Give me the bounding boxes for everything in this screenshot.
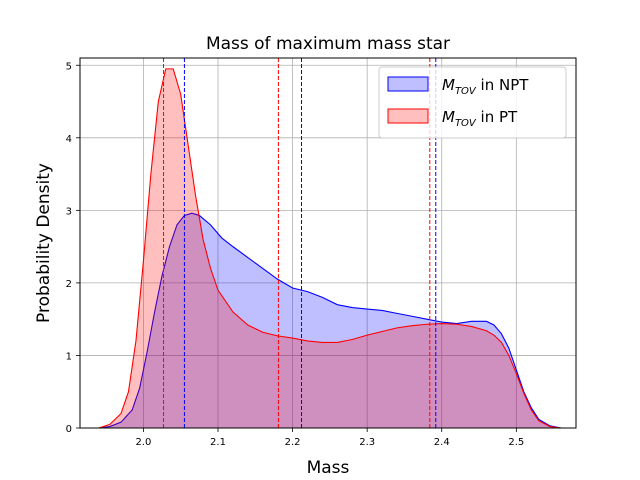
density-line-npt bbox=[98, 212, 562, 429]
x-tick-label: 2.4 bbox=[434, 437, 450, 448]
legend-swatch-pt bbox=[387, 108, 429, 124]
y-axis-ticks: 0 1 2 3 4 5 bbox=[66, 61, 80, 435]
legend-label-pt: MTOV in PT bbox=[442, 108, 518, 129]
y-tick-label: 2 bbox=[66, 279, 72, 290]
legend-label-npt: MTOV in NPT bbox=[442, 76, 529, 97]
legend-frame bbox=[378, 66, 567, 139]
density-fill-npt bbox=[98, 213, 562, 428]
legend-swatch-npt bbox=[387, 76, 429, 92]
density-fill-pt bbox=[98, 68, 562, 428]
x-tick-label: 2.5 bbox=[508, 437, 524, 448]
density-line-pt bbox=[98, 68, 562, 429]
legend-symbol: M bbox=[442, 108, 455, 126]
density-areas bbox=[98, 68, 562, 429]
legend: MTOV in NPT MTOV in PT bbox=[378, 66, 567, 139]
x-tick-label: 2.0 bbox=[135, 437, 151, 448]
y-tick-label: 4 bbox=[66, 134, 72, 145]
y-tick-label: 3 bbox=[66, 206, 72, 217]
x-tick-label: 2.3 bbox=[359, 437, 375, 448]
y-axis-title: Probability Density bbox=[34, 163, 54, 323]
y-tick-label: 0 bbox=[66, 424, 72, 435]
legend-subscript: TOV bbox=[455, 118, 477, 129]
x-tick-label: 2.1 bbox=[210, 437, 226, 448]
legend-suffix: in NPT bbox=[476, 76, 529, 94]
legend-symbol: M bbox=[442, 76, 455, 94]
chart-title: Mass of maximum mass star bbox=[206, 34, 450, 54]
legend-subscript: TOV bbox=[455, 86, 477, 97]
x-axis-ticks: 2.0 2.1 2.2 2.3 2.4 2.5 bbox=[135, 428, 524, 448]
legend-entry-npt: MTOV in NPT bbox=[387, 76, 529, 97]
plot-frame bbox=[79, 57, 577, 429]
x-axis-title: Mass bbox=[307, 458, 350, 478]
y-tick-label: 5 bbox=[66, 61, 72, 72]
legend-entry-pt: MTOV in PT bbox=[387, 108, 518, 129]
legend-suffix: in PT bbox=[476, 108, 518, 126]
x-tick-label: 2.2 bbox=[285, 437, 301, 448]
y-tick-label: 1 bbox=[66, 351, 72, 362]
